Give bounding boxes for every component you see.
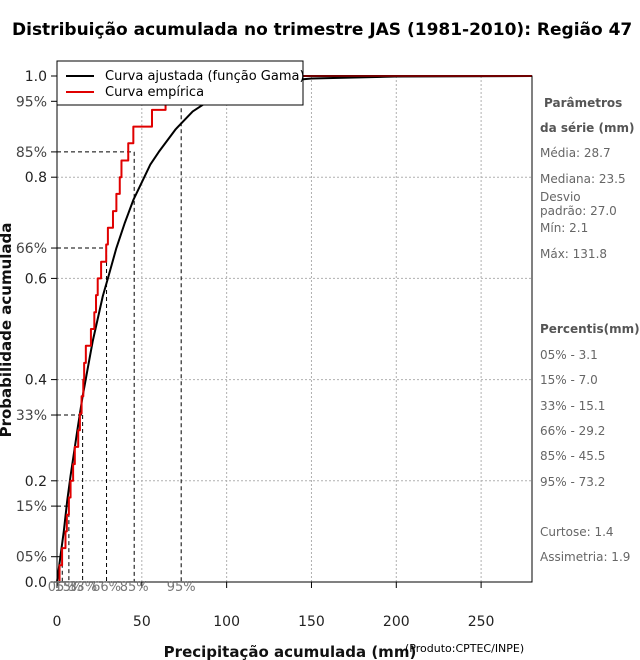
stat-min: Mín: 2.1 [540,221,588,235]
percentil-66: 66% - 29.2 [540,424,605,438]
percentile-bottom-label: 33% [68,580,97,595]
x-tick-label: 0 [53,614,62,630]
x-axis-label: Precipitação acumulada (mm) [164,643,417,660]
legend: Curva ajustada (função Gama) Curva empír… [56,60,305,106]
percentil-85: 85% - 45.5 [540,449,605,463]
chart-title: Distribuição acumulada no trimestre JAS … [12,20,632,40]
stats-panel: Parâmetros da série (mm) Média: 28.7 Med… [540,96,640,564]
y-percentile-tick-label: 85% [16,145,47,161]
percentile-bottom-label: 85% [120,580,149,595]
stat-curtose: Curtose: 1.4 [540,525,614,539]
percentis-title: Percentis(mm) [540,322,640,336]
percentile-bottom-label: 66% [92,580,121,595]
stat-media: Média: 28.7 [540,146,611,160]
y-tick-label: 1.0 [25,69,47,85]
stat-max: Máx: 131.8 [540,247,607,261]
y-tick-label: 0.2 [25,474,47,490]
legend-label-empirical: Curva empírica [105,85,204,100]
percentile-bottom-label: 95% [167,580,196,595]
y-tick-label: 0.4 [25,373,47,389]
y-percentile-tick-label: 33% [16,408,47,424]
x-tick-label: 150 [298,614,325,630]
x-tick-label: 50 [133,614,151,630]
empirical-step-curve [57,75,532,583]
y-percentile-tick-label: 95% [16,94,47,110]
legend-label-fitted: Curva ajustada (função Gama) [105,69,305,84]
percentile-bottom-labels: 05%15%33%66%85% 95% [48,580,196,595]
percentile-bottom-label: 15% [54,580,83,595]
y-percentile-tick-label: 66% [16,241,47,257]
y-axis-label: Probabilidade acumulada [0,223,15,438]
percentil-33: 33% - 15.1 [540,399,605,413]
y-tick-label: 0.6 [25,271,47,287]
y-percentile-tick-label: 05% [16,550,47,566]
y-percentile-tick-label: 15% [16,499,47,515]
y-tick-label: 0.8 [25,170,47,186]
percentile-bottom-label: 05% [48,580,77,595]
credit-text: (Produto:CPTEC/INPE) [405,642,524,655]
stat-desvio-line1: Desvio [540,190,581,204]
percentil-15: 15% - 7.0 [540,373,598,387]
percentil-05: 05% - 3.1 [540,348,598,362]
stat-mediana: Mediana: 23.5 [540,172,626,186]
y-axis-ticks: 0.0 0.2 0.4 0.6 0.8 1.0 05% 15% 33% 66% 85% 95% [16,69,57,591]
y-tick-label: 0.0 [25,575,47,591]
params-title-line2: da série (mm) [540,121,634,135]
x-tick-label: 200 [383,614,410,630]
stat-assimetria: Assimetria: 1.9 [540,550,630,564]
params-title-line1: Parâmetros [544,96,622,110]
x-tick-label: 100 [213,614,240,630]
stat-desvio-line2: padrão: 27.0 [540,204,617,218]
x-axis-ticks: 0 50 100 150 200 250 [53,582,495,630]
x-tick-label: 250 [468,614,495,630]
legend-box [56,60,304,106]
percentil-95: 95% - 73.2 [540,475,605,489]
series-lines [56,75,533,583]
percentile-guides [57,100,182,582]
